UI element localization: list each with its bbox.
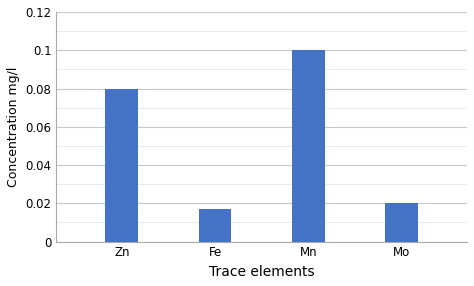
Bar — [199, 209, 231, 242]
Bar — [385, 203, 418, 242]
X-axis label: Trace elements: Trace elements — [209, 265, 315, 279]
Bar — [292, 50, 325, 242]
Bar — [106, 88, 138, 242]
Y-axis label: Concentration mg/l: Concentration mg/l — [7, 67, 20, 187]
